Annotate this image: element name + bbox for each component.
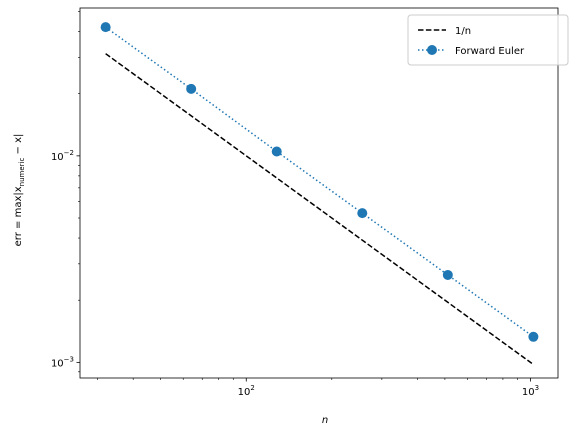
data-point-forward-euler-6 xyxy=(528,331,539,342)
axes-frame xyxy=(79,7,559,379)
legend-label-forward-euler: Forward Euler xyxy=(455,46,525,57)
series-layer xyxy=(100,22,539,366)
y-axis-label-subscript: numeric xyxy=(18,158,26,187)
data-point-forward-euler-4 xyxy=(357,208,368,219)
y-axis-label: err = max|xnumeric − x| xyxy=(13,134,26,247)
data-point-forward-euler-5 xyxy=(442,269,453,280)
y-tick-label-2: 10−2 xyxy=(51,149,74,163)
data-point-forward-euler-1 xyxy=(100,22,111,33)
legend-frame xyxy=(407,14,569,66)
legend: 1/n Forward Euler xyxy=(407,14,569,66)
y-axis-label-suffix: − x| xyxy=(13,134,24,158)
plot-background xyxy=(80,8,558,378)
axes: 102 103 10−3 10−2 xyxy=(51,7,559,398)
series-line-forward-euler xyxy=(105,26,534,338)
x-axis-label: n xyxy=(322,415,328,426)
data-point-forward-euler-3 xyxy=(271,146,282,157)
y-axis-label-prefix: err = max|x xyxy=(13,186,24,246)
legend-marker-forward-euler xyxy=(427,45,437,55)
series-line-1-n xyxy=(105,53,534,366)
plot-area xyxy=(80,8,558,378)
data-point-forward-euler-2 xyxy=(186,83,197,94)
x-tick-label-1: 102 xyxy=(238,384,255,398)
legend-label-1n: 1/n xyxy=(455,26,471,37)
x-tick-label-2: 103 xyxy=(522,384,539,398)
y-tick-label-1: 10−3 xyxy=(51,355,74,369)
